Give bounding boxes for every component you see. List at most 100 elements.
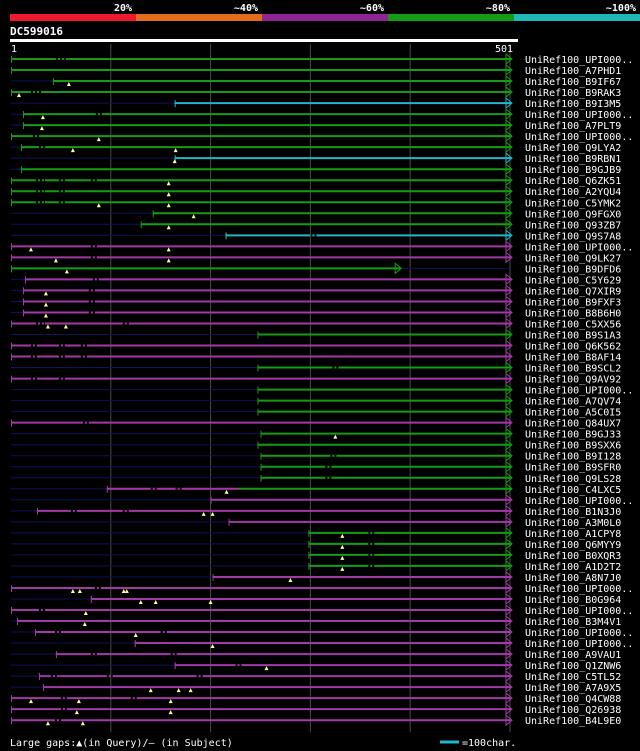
hit-start-tick — [22, 111, 24, 119]
query-gap-marker — [288, 577, 293, 582]
hit-start-tick — [257, 408, 259, 416]
hit-start-tick — [260, 474, 262, 482]
hit-start-tick — [134, 640, 136, 648]
query-gap-marker — [340, 544, 345, 549]
hit-label: UniRef100_Q6ZK51 — [525, 176, 621, 187]
hit-row: UniRef100_B4L9E0 — [11, 714, 621, 727]
hit-row: UniRef100_Q84UX7 — [11, 416, 621, 430]
query-gap-marker — [173, 148, 178, 153]
hit-end-arrow — [505, 295, 513, 308]
hit-row: UniRef100_B9IF67 — [11, 74, 621, 88]
query-gap-marker — [138, 599, 143, 604]
hit-row: UniRef100_C5TL52 — [11, 670, 621, 683]
query-gap-marker — [43, 313, 48, 318]
hit-start-tick — [11, 56, 12, 63]
hit-label: UniRef100_UPI000.. — [525, 132, 633, 143]
hit-label: UniRef100_B4L9E0 — [525, 716, 621, 727]
hit-end-arrow — [505, 570, 513, 584]
hit-row: UniRef100_UPI000.. — [11, 130, 633, 143]
hit-end-arrow — [505, 273, 513, 286]
hit-end-arrow — [505, 350, 513, 363]
hit-end-arrow — [505, 108, 513, 121]
hit-end-arrow — [505, 185, 513, 198]
query-gap-marker — [166, 181, 171, 186]
hit-row: UniRef100_A2YQU4 — [11, 185, 621, 198]
hit-end-arrow — [505, 504, 513, 517]
hit-start-tick — [16, 618, 18, 626]
hit-row: UniRef100_A7PHD1 — [11, 63, 621, 77]
hit-start-tick — [11, 695, 12, 703]
hit-end-arrow — [505, 614, 513, 628]
hit-start-tick — [152, 210, 154, 218]
hit-start-tick — [260, 463, 262, 471]
hit-row: UniRef100_B9RAK3 — [11, 85, 621, 99]
query-gap-marker — [166, 192, 171, 197]
hit-label: UniRef100_B9GJB9 — [525, 165, 621, 176]
hit-label: UniRef100_B9FXF3 — [525, 297, 621, 308]
hit-start-tick — [308, 540, 310, 548]
hit-start-tick — [24, 276, 26, 284]
hit-label: UniRef100_A7A9X5 — [525, 683, 621, 694]
hit-label: UniRef100_B9IF67 — [525, 77, 621, 88]
query-gap-marker — [166, 247, 171, 252]
hit-end-arrow — [505, 427, 513, 440]
hit-label: UniRef100_B9RBN1 — [525, 154, 621, 165]
query-gap-marker — [340, 533, 345, 538]
hit-label: UniRef100_B8B6H0 — [525, 308, 621, 319]
hit-label: UniRef100_B9DFD6 — [525, 264, 621, 275]
query-gap-marker — [166, 258, 171, 263]
hit-label: UniRef100_B8AF14 — [525, 353, 621, 364]
hit-label: UniRef100_Q9LK27 — [525, 253, 621, 264]
hit-label: UniRef100_Q9LYA2 — [525, 143, 621, 154]
hit-end-arrow — [505, 526, 513, 539]
hit-end-arrow — [505, 482, 513, 495]
legend-label: ~60% — [360, 3, 384, 14]
hit-end-arrow — [505, 85, 513, 99]
hit-label: UniRef100_Q4CW88 — [525, 694, 621, 705]
hit-end-arrow — [505, 416, 513, 429]
query-gap-marker — [133, 633, 138, 638]
hit-row: UniRef100_UPI000.. — [11, 636, 633, 650]
hit-row: UniRef100_B9GJ33 — [11, 427, 621, 441]
hit-row: UniRef100_A1CPY8 — [11, 526, 621, 540]
hit-row: UniRef100_UPI000.. — [11, 603, 633, 617]
hit-label: UniRef100_UPI000.. — [525, 584, 633, 595]
hit-row: UniRef100_B9RBN1 — [11, 152, 621, 165]
hit-end-arrow — [505, 74, 513, 88]
hit-start-tick — [11, 717, 12, 725]
hit-row: UniRef100_C4LXC5 — [11, 482, 621, 496]
hit-row: UniRef100_Q9FGX0 — [11, 207, 621, 220]
hit-row: UniRef100_Q4CW88 — [11, 692, 621, 705]
hit-end-arrow — [505, 670, 513, 683]
query-gap-marker — [45, 324, 50, 329]
hit-start-tick — [257, 441, 259, 449]
hit-label: UniRef100_Q9S7A8 — [525, 231, 621, 242]
hit-start-tick — [11, 353, 12, 361]
query-gap-marker — [148, 688, 153, 693]
hit-label: UniRef100_A9VAU1 — [525, 650, 621, 661]
hit-row: UniRef100_Q7XIR9 — [11, 284, 621, 297]
hit-row: UniRef100_Q9LS28 — [11, 471, 621, 485]
query-gap-marker — [188, 688, 193, 693]
hit-start-tick — [257, 397, 259, 405]
hit-start-tick — [260, 430, 262, 438]
legend-label: ~80% — [486, 3, 510, 14]
query-gap-marker — [82, 622, 87, 627]
query-gap-marker — [63, 324, 68, 329]
hit-start-tick — [308, 551, 310, 559]
footer: Large gaps:▲(in Query)/— (in Subject) =1… — [10, 738, 516, 749]
query-gap-marker — [96, 137, 101, 142]
legend-swatch — [388, 14, 514, 21]
hit-label: UniRef100_UPI000.. — [525, 386, 633, 397]
hit-row: UniRef100_UPI000.. — [11, 581, 633, 595]
hit-start-tick — [308, 562, 310, 570]
query-gap-marker — [210, 644, 215, 649]
hit-label: UniRef100_Q84UX7 — [525, 419, 621, 430]
legend-label: ~40% — [234, 3, 258, 14]
hit-rows: UniRef100_UPI000..UniRef100_A7PHD1UniRef… — [11, 52, 633, 727]
hit-start-tick — [90, 595, 92, 603]
hit-row: UniRef100_B8B6H0 — [11, 306, 621, 319]
hit-end-arrow — [505, 493, 513, 506]
hit-end-arrow — [505, 581, 513, 595]
